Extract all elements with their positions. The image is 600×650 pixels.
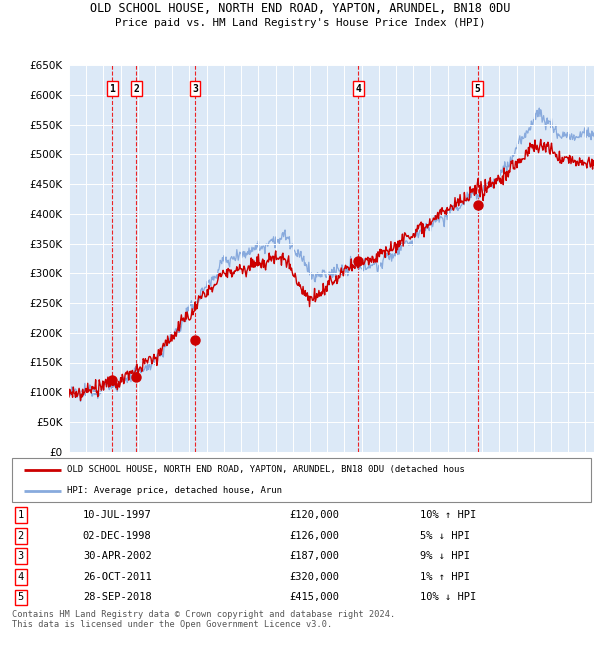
- Text: 30-APR-2002: 30-APR-2002: [83, 551, 152, 562]
- Text: 10% ↓ HPI: 10% ↓ HPI: [420, 593, 476, 603]
- Text: OLD SCHOOL HOUSE, NORTH END ROAD, YAPTON, ARUNDEL, BN18 0DU (detached hous: OLD SCHOOL HOUSE, NORTH END ROAD, YAPTON…: [67, 465, 465, 474]
- Text: 4: 4: [17, 572, 24, 582]
- Text: £120,000: £120,000: [290, 510, 340, 520]
- Text: 1% ↑ HPI: 1% ↑ HPI: [420, 572, 470, 582]
- Text: 9% ↓ HPI: 9% ↓ HPI: [420, 551, 470, 562]
- Text: 26-OCT-2011: 26-OCT-2011: [83, 572, 152, 582]
- Text: 02-DEC-1998: 02-DEC-1998: [83, 531, 152, 541]
- Text: 10-JUL-1997: 10-JUL-1997: [83, 510, 152, 520]
- Text: 1: 1: [17, 510, 24, 520]
- Text: 3: 3: [17, 551, 24, 562]
- Text: £415,000: £415,000: [290, 593, 340, 603]
- Text: 5: 5: [475, 84, 481, 94]
- Text: 1: 1: [110, 84, 115, 94]
- Text: OLD SCHOOL HOUSE, NORTH END ROAD, YAPTON, ARUNDEL, BN18 0DU: OLD SCHOOL HOUSE, NORTH END ROAD, YAPTON…: [90, 2, 510, 15]
- Text: 5: 5: [17, 593, 24, 603]
- Text: 2: 2: [133, 84, 139, 94]
- Text: 10% ↑ HPI: 10% ↑ HPI: [420, 510, 476, 520]
- Text: HPI: Average price, detached house, Arun: HPI: Average price, detached house, Arun: [67, 486, 282, 495]
- Text: £320,000: £320,000: [290, 572, 340, 582]
- Text: £126,000: £126,000: [290, 531, 340, 541]
- Text: 2: 2: [17, 531, 24, 541]
- Text: 4: 4: [356, 84, 361, 94]
- Text: 5% ↓ HPI: 5% ↓ HPI: [420, 531, 470, 541]
- Text: 3: 3: [192, 84, 198, 94]
- Text: Price paid vs. HM Land Registry's House Price Index (HPI): Price paid vs. HM Land Registry's House …: [115, 18, 485, 28]
- Text: 28-SEP-2018: 28-SEP-2018: [83, 593, 152, 603]
- Text: Contains HM Land Registry data © Crown copyright and database right 2024.
This d: Contains HM Land Registry data © Crown c…: [12, 610, 395, 629]
- Text: £187,000: £187,000: [290, 551, 340, 562]
